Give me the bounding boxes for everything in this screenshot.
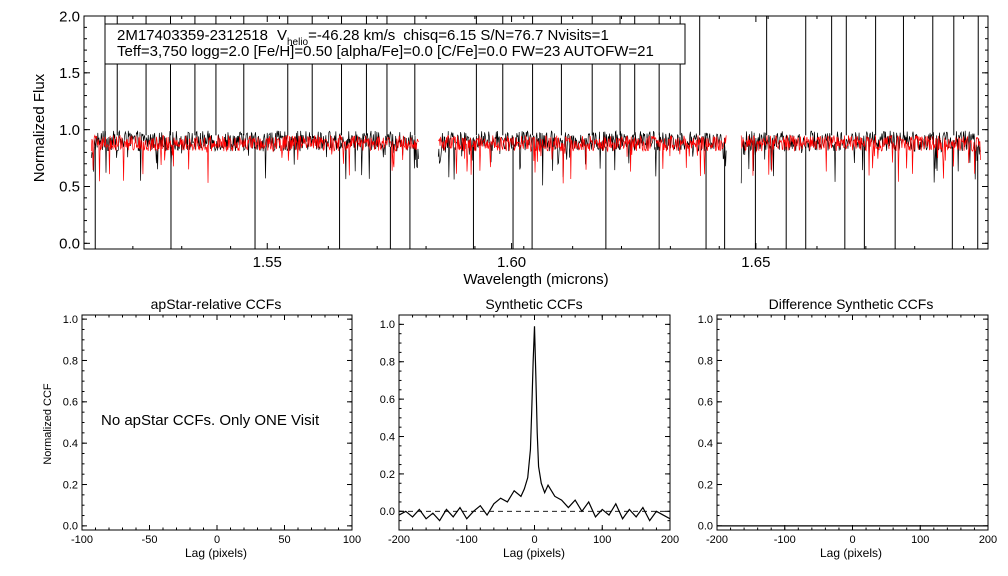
spectrum-annotation-box: 2M17403359-2312518 Vhelio=-46.28 km/s chis…: [104, 23, 686, 65]
spectrum-y-tick-label: 1.0: [59, 122, 80, 139]
v-value: =-46.28 km/s: [308, 27, 395, 44]
synthetic-ccf-panel: Synthetic CCFs Lag (pixels) -200 -100 0 100…: [380, 296, 679, 560]
spectrum-y-tick-label: 0.5: [59, 179, 80, 196]
apstar-x-tick-label: -100: [71, 534, 93, 546]
spectrum-x-tick-label: 1.60: [497, 254, 526, 271]
apstar-title: apStar-relative CCFs: [151, 296, 282, 312]
annotation-line-2: Teff=3,750 logg=2.0 [Fe/H]=0.50 [alpha/F…: [117, 43, 654, 60]
difference-y-tick-label: 0.4: [698, 438, 713, 450]
annotation-line-1: 2M17403359-2312518 Vhelio=-46.28 km/s chis…: [117, 27, 609, 48]
difference-axes-frame: [716, 314, 989, 531]
synthetic-y-tick-label: 0.6: [380, 394, 395, 406]
star-id: 2M17403359-2312518: [117, 27, 268, 44]
spectrum-y-tick-label: 2.0: [59, 8, 80, 25]
apstar-y-tick-label: 0.0: [63, 521, 78, 533]
apstar-x-tick-label: -50: [142, 534, 158, 546]
synthetic-x-tick-label: 200: [661, 534, 679, 546]
difference-y-tick-label: 1.0: [698, 314, 713, 326]
synthetic-y-tick-label: 0.8: [380, 357, 395, 369]
synthetic-plot-area: -200 -100 0 100 200 0.0 0.2 0.4 0.6 0.8 1.0: [380, 314, 679, 546]
difference-x-tick-label: 100: [911, 534, 929, 546]
spectrum-x-tick-label: 1.65: [741, 254, 770, 271]
apstar-x-tick-label: 50: [278, 534, 290, 546]
synthetic-x-tick-label: -200: [388, 534, 410, 546]
apstar-message: No apStar CCFs. Only ONE Visit: [101, 412, 320, 429]
apstar-y-tick-label: 0.2: [63, 479, 78, 491]
apstar-y-tick-label: 0.8: [63, 355, 78, 367]
synthetic-y-tick-label: 1.0: [380, 319, 395, 331]
spectrum-series-observed-chip-3: [740, 130, 981, 184]
apstar-y-tick-label: 1.0: [63, 314, 78, 326]
synthetic-series-ccf: [398, 326, 671, 522]
spectrum-series-model-chip-3: [740, 134, 981, 182]
synthetic-x-tick-label: 0: [531, 534, 537, 546]
difference-plot-area: -200 -100 0 100 200 0.0 0.2 0.4 0.6 0.8 1.0: [698, 314, 997, 546]
difference-title: Difference Synthetic CCFs: [769, 296, 934, 312]
spectrum-series-model-chip-1: [90, 134, 419, 183]
v-subscript: helio: [287, 37, 309, 48]
difference-y-tick-label: 0.2: [698, 479, 713, 491]
difference-x-tick-label: -100: [774, 534, 796, 546]
fit-stats: chisq=6.15 S/N=76.7 Nvisits=1: [403, 27, 609, 44]
synthetic-y-tick-label: 0.2: [380, 469, 395, 481]
apstar-y-tick-label: 0.4: [63, 438, 78, 450]
spectrum-y-tick-label: 0.0: [59, 236, 80, 253]
apstar-ccf-panel: apStar-relative CCFs Normalized CCF Lag …: [42, 296, 361, 560]
apstar-x-tick-label: 0: [214, 534, 220, 546]
spectrum-series-model-chip-2: [438, 134, 727, 184]
v-label: V: [277, 27, 287, 44]
difference-y-tick-label: 0.0: [698, 521, 713, 533]
annotation-frame: [104, 23, 686, 65]
difference-x-tick-label: 200: [979, 534, 997, 546]
spectrum-xlabel: Wavelength (microns): [463, 271, 608, 288]
apstar-xlabel: Lag (pixels): [185, 546, 247, 560]
spectrum-y-tick-label: 1.5: [59, 65, 80, 82]
spectrum-x-tick-label: 1.55: [253, 254, 282, 271]
apstar-ylabel: Normalized CCF: [42, 383, 54, 465]
synthetic-x-tick-label: -100: [456, 534, 478, 546]
spectrum-panel: Normalized Flux Wavelength (microns) 1.5…: [31, 8, 989, 288]
spectrum-ylabel: Normalized Flux: [31, 73, 48, 182]
difference-y-tick-label: 0.6: [698, 397, 713, 409]
synthetic-xlabel: Lag (pixels): [503, 546, 565, 560]
apstar-x-tick-label: 100: [343, 534, 361, 546]
synthetic-x-tick-label: 100: [593, 534, 611, 546]
synthetic-title: Synthetic CCFs: [485, 296, 582, 312]
difference-x-tick-label: 0: [849, 534, 855, 546]
difference-ccf-panel: Difference Synthetic CCFs Lag (pixels) -…: [698, 296, 997, 560]
difference-y-tick-label: 0.8: [698, 355, 713, 367]
synthetic-y-tick-label: 0.0: [380, 506, 395, 518]
apstar-y-tick-label: 0.6: [63, 397, 78, 409]
synthetic-y-tick-label: 0.4: [380, 431, 395, 443]
difference-x-tick-label: -200: [706, 534, 728, 546]
spectrum-axes-frame: [83, 15, 989, 250]
apstar-plot-area: -100 -50 0 50 100 0.0 0.2 0.4 0.6 0.8 1.0: [63, 314, 361, 546]
difference-xlabel: Lag (pixels): [820, 546, 882, 560]
